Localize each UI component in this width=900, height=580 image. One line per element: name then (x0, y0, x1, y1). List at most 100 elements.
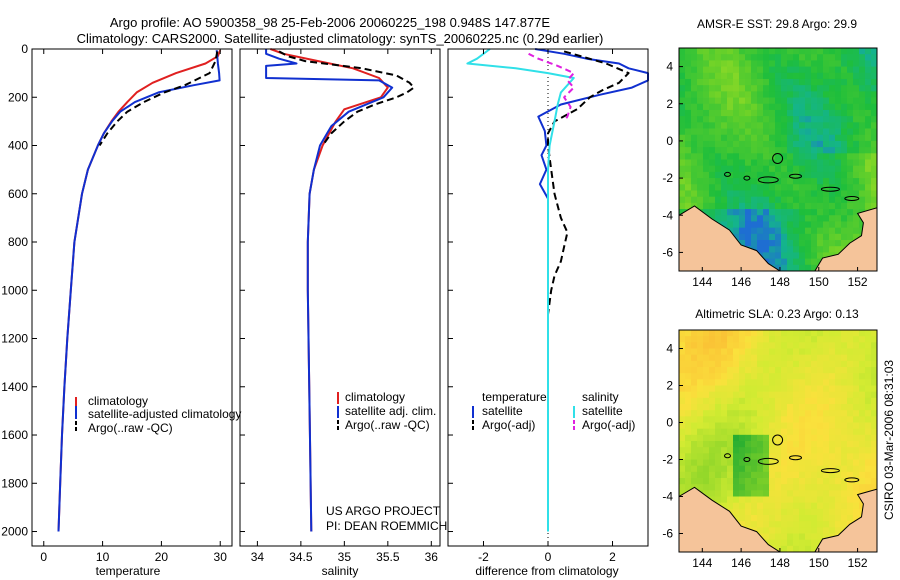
map-cell (835, 330, 842, 337)
map-cell (709, 434, 716, 442)
map-cell (823, 484, 830, 491)
map-cell (871, 484, 878, 491)
map-cell (769, 153, 776, 160)
map-cell (841, 502, 848, 510)
map-cell (817, 385, 824, 393)
map-cell (859, 397, 866, 405)
map-cell (697, 441, 704, 448)
map-cell (727, 434, 734, 442)
map-cell (757, 367, 764, 374)
map-cell (817, 379, 824, 386)
map-cell (817, 240, 824, 247)
map-cell (763, 91, 770, 98)
map-cell (787, 508, 794, 516)
map-cell (805, 508, 812, 516)
map-cell (775, 373, 782, 380)
map-cell (691, 416, 698, 423)
map-cell (871, 54, 878, 61)
map-cell (751, 153, 758, 160)
map-cell (859, 184, 866, 191)
map-cell (799, 521, 806, 528)
map-cell (733, 330, 740, 337)
map-cell (835, 85, 842, 92)
map-cell (835, 397, 842, 405)
map-cell (799, 367, 806, 374)
map-cell (817, 103, 824, 111)
map-cell (685, 397, 692, 405)
map-cell (757, 159, 764, 167)
island-outline (743, 175, 751, 181)
map-cell (847, 330, 854, 337)
map-cell (685, 385, 692, 393)
legend-header-temperature: temperature (482, 390, 547, 404)
map-cell (691, 134, 698, 142)
map-cell (793, 360, 800, 368)
x-tick-label: 0 (40, 550, 47, 564)
map-cell (865, 348, 872, 356)
map-cell (697, 147, 704, 154)
map-cell (769, 91, 776, 98)
map-cell (835, 109, 842, 117)
map-cell (739, 240, 746, 247)
map-cell (859, 178, 866, 185)
map-cell (841, 97, 848, 105)
temperature-legend: climatology satellite-adjusted climatolo… (75, 394, 241, 435)
map-cell (691, 91, 698, 98)
map-cell (823, 221, 830, 229)
map-cell (871, 184, 878, 191)
map-cell (853, 209, 860, 216)
map-cell (769, 209, 776, 216)
map-cell (799, 227, 806, 235)
map-cell (775, 515, 782, 522)
map-cell (727, 422, 734, 430)
map-cell (679, 354, 686, 362)
map-cell (787, 147, 794, 154)
map-cell (799, 165, 806, 173)
map-cell (697, 109, 704, 117)
map-cell (835, 140, 842, 148)
map-cell (817, 373, 824, 380)
map-cell (781, 48, 788, 55)
map-cell (781, 221, 788, 229)
map-cell (847, 471, 854, 479)
map-cell (811, 373, 818, 380)
map-cell (805, 490, 812, 497)
map-cell (799, 233, 806, 241)
map-cell (805, 122, 812, 129)
map-cell (739, 147, 746, 154)
map-cell (757, 153, 764, 160)
map-cell (775, 72, 782, 80)
island-outline (820, 468, 840, 474)
map-cell (763, 471, 770, 479)
map-cell (829, 109, 836, 117)
sla-map-coastline (724, 453, 860, 483)
map-cell (823, 434, 830, 442)
map-cell (763, 128, 770, 136)
map-cell (829, 508, 836, 516)
map-cell (685, 116, 692, 123)
map-cell (799, 422, 806, 430)
map-cell (787, 165, 794, 173)
map-cell (781, 342, 788, 349)
map-cell (823, 379, 830, 386)
map-cell (817, 109, 824, 117)
map-cell (721, 103, 728, 111)
map-cell (799, 215, 806, 222)
map-cell (739, 471, 746, 479)
map-cell (787, 502, 794, 510)
map-cell (697, 391, 704, 399)
sla-map-panel: Altimetric SLA: 0.23 Argo: 0.13 144 146 14… (662, 307, 878, 570)
map-cell (871, 103, 878, 111)
map-cell (679, 391, 686, 399)
map-cell (769, 478, 776, 485)
map-cell (805, 434, 812, 442)
map-cell (727, 97, 734, 105)
map-cell (691, 367, 698, 374)
x-tick-label: 2 (609, 550, 616, 564)
salinity-series-group (265, 48, 415, 532)
map-cell (787, 354, 794, 362)
map-cell (751, 215, 758, 222)
map-cell (811, 190, 818, 198)
map-cell (763, 78, 770, 86)
sla-map-frame (678, 329, 878, 553)
